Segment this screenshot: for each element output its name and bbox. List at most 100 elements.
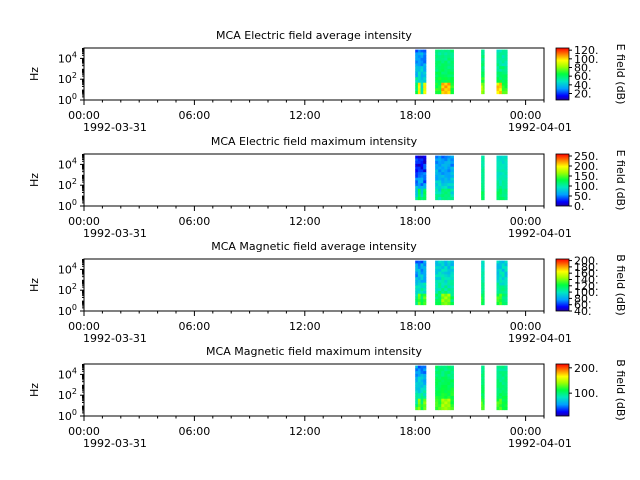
spectrogram-cell (450, 77, 454, 81)
spectrogram-cell (438, 60, 442, 64)
spectrogram-cell (415, 79, 419, 84)
spectrogram-cell (447, 382, 451, 386)
spectrogram-cell (450, 183, 454, 187)
spectrogram-cell (447, 266, 451, 270)
panel-title: MCA Electric field average intensity (216, 29, 412, 42)
colorbar-label: E field (dB) (614, 150, 627, 211)
spectrogram-cell (481, 406, 484, 411)
spectrogram-cell (450, 274, 454, 278)
spectrogram-cell (499, 368, 503, 372)
spectrogram-cell (499, 180, 503, 184)
axes-frame (83, 258, 545, 312)
spectrogram-cell (496, 169, 500, 173)
spectrogram-cell (482, 163, 485, 168)
spectrogram-cell (504, 274, 508, 278)
spectrogram-cell (450, 161, 454, 165)
spectrogram-cell (444, 174, 448, 179)
spectrogram-cell (438, 285, 442, 289)
spectrogram-cell (420, 194, 424, 198)
spectrogram-cell (499, 296, 503, 300)
spectrogram-cell (447, 288, 451, 292)
spectrogram-cell (504, 288, 508, 292)
y-tick-exponent: 2 (72, 71, 77, 80)
colorbar-tick-label: 80. (574, 292, 592, 305)
x-tick-label: 12:00 (289, 109, 321, 122)
spectrogram-cell (441, 406, 445, 411)
data-block (435, 260, 454, 306)
spectrogram-cell (441, 379, 445, 383)
spectrogram-cell (501, 174, 505, 179)
spectrogram-cell (504, 52, 508, 56)
spectrogram-cell (450, 368, 454, 372)
spectrogram-cell (501, 163, 505, 168)
spectrogram-cell (417, 274, 421, 278)
spectrogram-cell (435, 382, 439, 386)
data-block (496, 155, 508, 201)
spectrogram-cell (504, 266, 508, 270)
spectrogram-cell (501, 288, 505, 292)
spectrogram-cell (504, 373, 508, 378)
spectrogram-cell (504, 155, 508, 159)
spectrogram-cell (501, 274, 505, 278)
spectrogram-cell (447, 79, 451, 84)
spectrogram-cell (499, 158, 503, 162)
colorbar-gradient (555, 47, 570, 101)
spectrogram-cell (423, 52, 427, 56)
spectrogram-cell (482, 296, 485, 300)
spectrogram-cell (496, 158, 500, 162)
spectrogram-cell (444, 268, 448, 273)
spectrogram-cell (450, 268, 454, 273)
spectrogram-cell (482, 368, 485, 372)
spectrogram-cell (481, 384, 484, 389)
spectrogram-cell (444, 401, 448, 405)
spectrogram-cell (482, 161, 485, 165)
spectrogram-cell (438, 180, 442, 184)
spectrogram-cell (415, 63, 419, 67)
spectrogram-cell (447, 55, 451, 59)
spectrogram-cell (481, 191, 484, 195)
spectrogram-cell (420, 169, 424, 173)
spectrogram-cell (420, 301, 424, 306)
spectrogram-cell (423, 82, 427, 86)
spectrogram-cell (435, 368, 439, 372)
spectrogram-cell (435, 163, 439, 168)
spectrogram-cell (415, 274, 419, 278)
spectrogram-cell (504, 271, 508, 275)
spectrogram-cell (441, 365, 445, 369)
spectrogram-cell (481, 161, 484, 165)
y-tick-base: 10 (58, 158, 72, 171)
data-block (496, 365, 508, 411)
spectrogram-cell (435, 268, 439, 273)
spectrogram-cell (441, 79, 445, 84)
spectrogram-cell (420, 174, 424, 179)
spectrogram-cell (447, 49, 451, 53)
spectrogram-cell (415, 282, 419, 286)
spectrogram-cell (501, 390, 505, 394)
spectrogram-cell (423, 191, 427, 195)
spectrogram-cell (504, 390, 508, 394)
spectrogram-cell (504, 379, 508, 383)
spectrogram-cell (504, 49, 508, 53)
spectrogram-cell (501, 77, 505, 81)
spectrogram-cell (435, 393, 439, 397)
spectrogram-cell (481, 183, 484, 187)
spectrogram-cell (481, 74, 484, 78)
spectrogram-cell (499, 191, 503, 195)
spectrogram-cell (415, 277, 419, 281)
spectrogram-cell (420, 282, 424, 286)
spectrogram-cell (501, 266, 505, 270)
spectrogram-cell (420, 177, 424, 181)
x-tick-label: 00:00 (510, 425, 542, 438)
spectrogram-cell (444, 387, 448, 391)
spectrogram-cell (435, 371, 439, 375)
spectrogram-cell (504, 365, 508, 369)
y-tick-label: 104 (58, 156, 77, 171)
spectrogram-cell (482, 74, 485, 78)
spectrogram-cell (441, 166, 445, 170)
spectrogram-cell (423, 161, 427, 165)
spectrogram-cell (450, 174, 454, 179)
spectrogram-cell (444, 379, 448, 383)
spectrogram-cell (423, 376, 427, 380)
spectrogram-cell (447, 401, 451, 405)
spectrogram-cell (481, 63, 484, 67)
